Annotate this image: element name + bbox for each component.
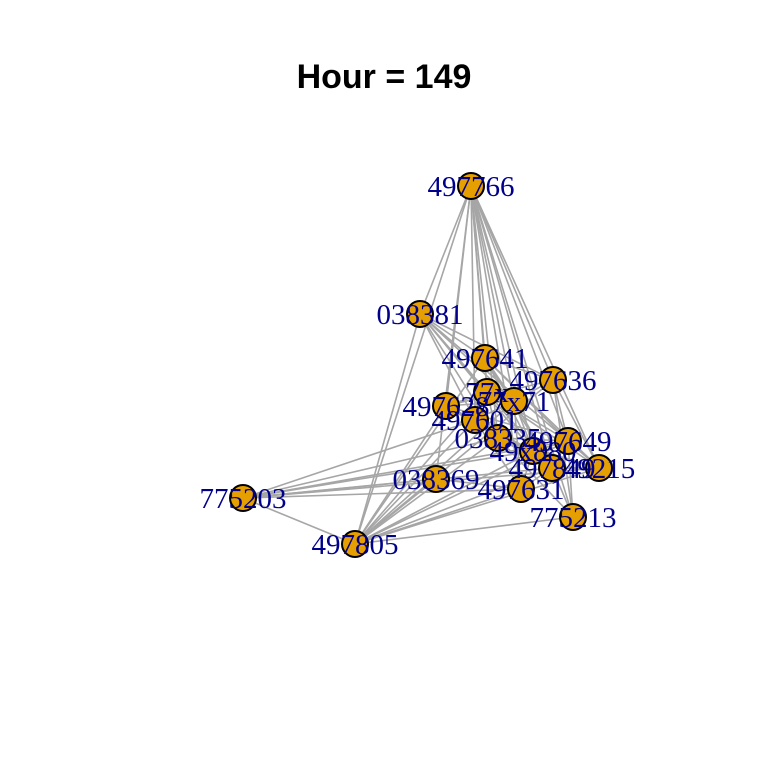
node-label: 497628 — [403, 391, 490, 423]
graph-edge — [435, 478, 522, 490]
graph-node — [484, 424, 512, 452]
graph-edge — [419, 313, 569, 442]
node-label: 038381 — [377, 299, 464, 331]
graph-edge — [354, 437, 499, 545]
graph-edge — [470, 185, 554, 381]
graph-edge — [419, 185, 472, 315]
graph-node — [422, 465, 450, 493]
graph-node — [473, 378, 501, 406]
node-label: 497766 — [428, 171, 515, 203]
graph-node — [539, 366, 567, 394]
graph-node — [229, 484, 257, 512]
graph-node — [554, 427, 582, 455]
graph-edge — [552, 379, 600, 469]
node-label: 497641 — [442, 343, 529, 375]
node-label: 497601 — [432, 405, 519, 437]
graph-node — [457, 172, 485, 200]
node-label: 77x — [465, 377, 509, 409]
label-layer: 49776603838149764149763677x77x7149762849… — [200, 171, 636, 561]
graph-node — [538, 454, 566, 482]
graph-node — [406, 300, 434, 328]
graph-edge — [354, 405, 447, 545]
node-label: 775213 — [530, 502, 617, 534]
graph-edge — [242, 419, 476, 499]
node-label: 038335 — [455, 423, 542, 455]
graph-node — [500, 387, 528, 415]
graph-node — [471, 344, 499, 372]
node-label: 497631 — [478, 474, 565, 506]
graph-edge — [242, 497, 356, 545]
graph-edge — [435, 185, 472, 480]
graph-edge — [470, 185, 569, 442]
graph-edge — [470, 185, 553, 469]
node-label: 775203 — [200, 483, 287, 515]
graph-edge — [354, 313, 421, 545]
node-label: 77x71 — [478, 386, 551, 418]
node-label: 497849 — [509, 453, 596, 485]
graph-edge — [419, 313, 476, 421]
graph-node — [585, 454, 613, 482]
node-label: 49215 — [563, 453, 636, 485]
graph-edge — [354, 488, 522, 545]
graph-edge — [354, 357, 486, 545]
graph-node — [432, 392, 460, 420]
graph-edge — [484, 357, 600, 469]
graph-edge — [242, 478, 437, 499]
node-label: 038369 — [393, 464, 480, 496]
graph-node — [507, 475, 535, 503]
node-label: 497636 — [510, 365, 597, 397]
chart-title: Hour = 149 — [296, 58, 472, 96]
graph-node — [559, 503, 587, 531]
graph-node — [341, 530, 369, 558]
node-label: 49x880 — [490, 436, 577, 468]
graph-edge — [354, 478, 437, 545]
graph-edge — [470, 185, 600, 469]
node-label: 497805 — [312, 529, 399, 561]
graph-edge — [242, 450, 534, 499]
node-label: 497649 — [525, 426, 612, 458]
graph-node — [461, 406, 489, 434]
node-layer — [229, 172, 613, 558]
graph-node — [519, 437, 547, 465]
graph-edge — [354, 516, 574, 545]
graph-edge — [242, 437, 499, 499]
graph-edge — [242, 488, 522, 499]
graph-edge — [354, 450, 534, 545]
